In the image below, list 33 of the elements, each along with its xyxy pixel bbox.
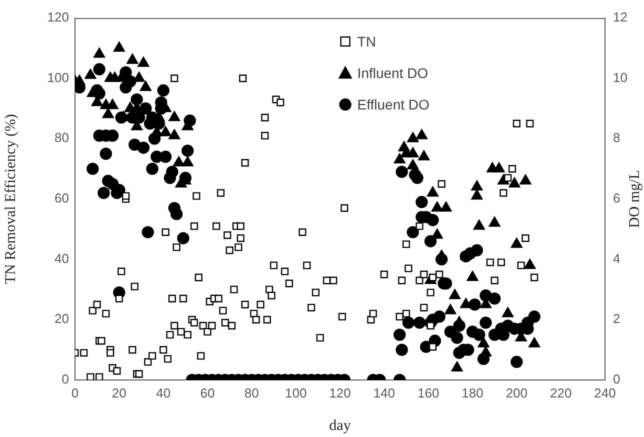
legend-label: Influent DO — [357, 64, 428, 81]
y-tick-label: 40 — [54, 250, 69, 266]
y-tick-label: 100 — [47, 70, 69, 85]
y-tick-label: 80 — [54, 130, 69, 146]
y2-tick-label: 6 — [613, 190, 620, 206]
y-axis-title: TN Removal Efficiency (%) — [2, 114, 19, 284]
x-tick-label: 20 — [112, 385, 126, 400]
x-tick-label: 100 — [284, 385, 307, 400]
x-tick-label: 160 — [417, 385, 440, 400]
x-tick-label: 180 — [462, 385, 484, 400]
x-tick-label: 80 — [244, 385, 259, 400]
y-tick-label: 20 — [54, 311, 69, 326]
x-axis-title: day — [329, 418, 352, 434]
y-tick-label: 0 — [62, 372, 69, 387]
x-tick-label: 60 — [200, 385, 215, 400]
y-tick-label: 60 — [54, 190, 69, 206]
x-tick-label: 240 — [594, 385, 616, 400]
legend-label: TN — [357, 33, 376, 50]
x-tick-label: 0 — [71, 385, 79, 400]
x-tick-label: 120 — [329, 385, 351, 400]
x-tick-label: 140 — [373, 385, 396, 400]
y2-tick-label: 8 — [613, 130, 620, 146]
y2-axis-title: DO mg/L — [626, 170, 643, 228]
x-tick-label: 220 — [550, 385, 572, 400]
legend-label: Effluent DO — [357, 96, 430, 112]
y-tick-label: 120 — [47, 10, 69, 25]
y2-tick-label: 0 — [613, 372, 620, 387]
y2-tick-label: 12 — [613, 10, 628, 25]
x-tick-label: 200 — [506, 385, 528, 400]
x-tick-label: 40 — [156, 385, 171, 400]
y2-tick-label: 2 — [613, 311, 620, 326]
y2-tick-label: 10 — [613, 70, 628, 85]
y2-tick-label: 4 — [613, 250, 620, 266]
